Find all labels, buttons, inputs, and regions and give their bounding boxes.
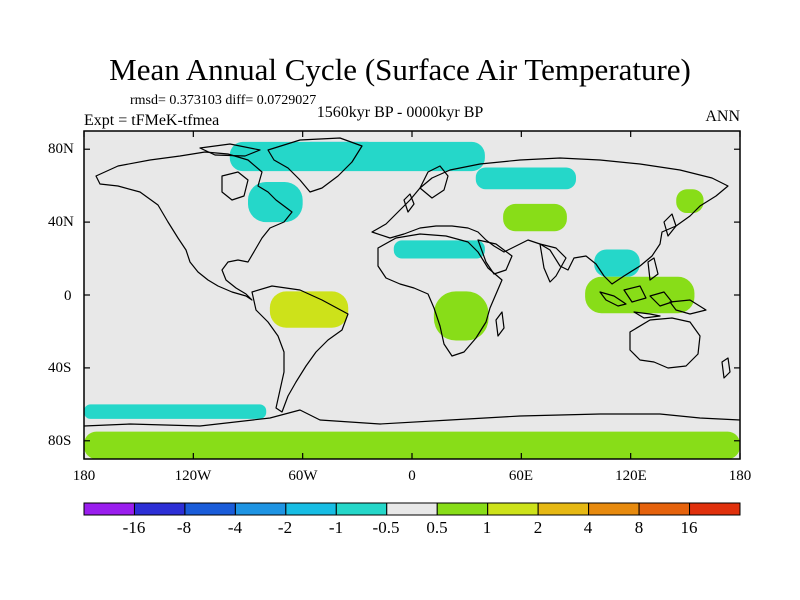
colorbar-segment [689, 502, 741, 516]
anomaly-region [248, 182, 303, 223]
coastline-layer [84, 137, 740, 427]
anomaly-region [84, 404, 267, 419]
coast-india [539, 243, 567, 283]
coast-north-america [95, 151, 293, 301]
period-text: 1560kyr BP - 0000kyr BP [316, 104, 484, 121]
colorbar-segment [285, 502, 337, 516]
anomaly-region [475, 167, 576, 190]
coast-australia [629, 317, 701, 369]
colorbar [83, 502, 741, 516]
anomaly-region [433, 291, 489, 341]
season-label: ANN [705, 108, 740, 125]
coast-new-zealand [721, 357, 731, 379]
x-tick-label-180e: 180 [728, 468, 752, 484]
anomaly-layer [84, 141, 740, 459]
colorbar-segment [638, 502, 691, 516]
coast-hudson-bay [221, 171, 249, 201]
x-tick-label-60w: 60W [288, 468, 318, 484]
colorbar-label: -1 [328, 518, 344, 537]
colorbar-label: -8 [176, 518, 192, 537]
axis-ticks [83, 131, 741, 459]
colorbar-segment [133, 502, 186, 516]
coast-british-isles [403, 193, 415, 213]
colorbar-segment [83, 502, 135, 516]
x-tick-label-60e: 60E [508, 468, 534, 484]
anomaly-region [269, 291, 349, 328]
coast-south-america [251, 285, 349, 413]
coast-antarctica [84, 409, 740, 427]
colorbar-label: 4 [583, 518, 593, 537]
coast-greenland [267, 137, 363, 193]
map-title: Mean Annual Cycle (Surface Air Temperatu… [109, 52, 691, 87]
coast-madagascar [495, 311, 505, 337]
colorbar-label: 2 [533, 518, 543, 537]
colorbar-segment [386, 502, 438, 516]
colorbar-segment [537, 502, 590, 516]
y-tick-label-80n: 80N [48, 141, 74, 157]
coast-arabia [477, 239, 513, 275]
y-tick-label-40s: 40S [48, 360, 72, 376]
anomaly-region [594, 249, 640, 277]
coast-eurasia [371, 157, 729, 285]
anomaly-region [84, 431, 740, 459]
coast-japan [663, 213, 677, 237]
colorbar-segment [436, 502, 489, 516]
y-tick-label-80s: 80S [48, 433, 72, 449]
colorbar-label: 16 [680, 518, 698, 537]
colorbar-label: -16 [122, 518, 146, 537]
y-tick-label-40n: 40N [48, 214, 74, 230]
x-tick-label-180w: 180 [72, 468, 96, 484]
colorbar-label: 0.5 [426, 518, 448, 537]
colorbar-label: -2 [277, 518, 293, 537]
colorbar-label: -0.5 [372, 518, 400, 537]
y-tick-label-0: 0 [64, 288, 72, 304]
colorbar-segment [588, 502, 640, 516]
coast-africa [377, 233, 503, 357]
colorbar-segment [335, 502, 388, 516]
coast-arctic-islands [199, 143, 261, 157]
coast-indonesia [599, 285, 673, 319]
anomaly-region [503, 203, 567, 232]
colorbar-segment [184, 502, 236, 516]
anomaly-region [229, 141, 485, 172]
coast-new-guinea [669, 299, 707, 315]
anomaly-region [676, 189, 704, 213]
x-tick-label-120w: 120W [174, 468, 212, 484]
colorbar-segment [487, 502, 539, 516]
anomaly-region [393, 240, 485, 259]
coast-philippines [647, 257, 659, 281]
colorbar-label: 1 [482, 518, 492, 537]
coast-scandinavia [419, 165, 449, 199]
colorbar-label: 8 [634, 518, 644, 537]
colorbar-label: -4 [227, 518, 243, 537]
x-tick-label-120e: 120E [615, 468, 647, 484]
stats-text: rmsd= 0.373103 diff= 0.0729027 [130, 93, 317, 108]
colorbar-segment [234, 502, 287, 516]
x-tick-label-0: 0 [408, 468, 416, 484]
experiment-text: Expt = tFMeK-tfmea [84, 112, 220, 129]
